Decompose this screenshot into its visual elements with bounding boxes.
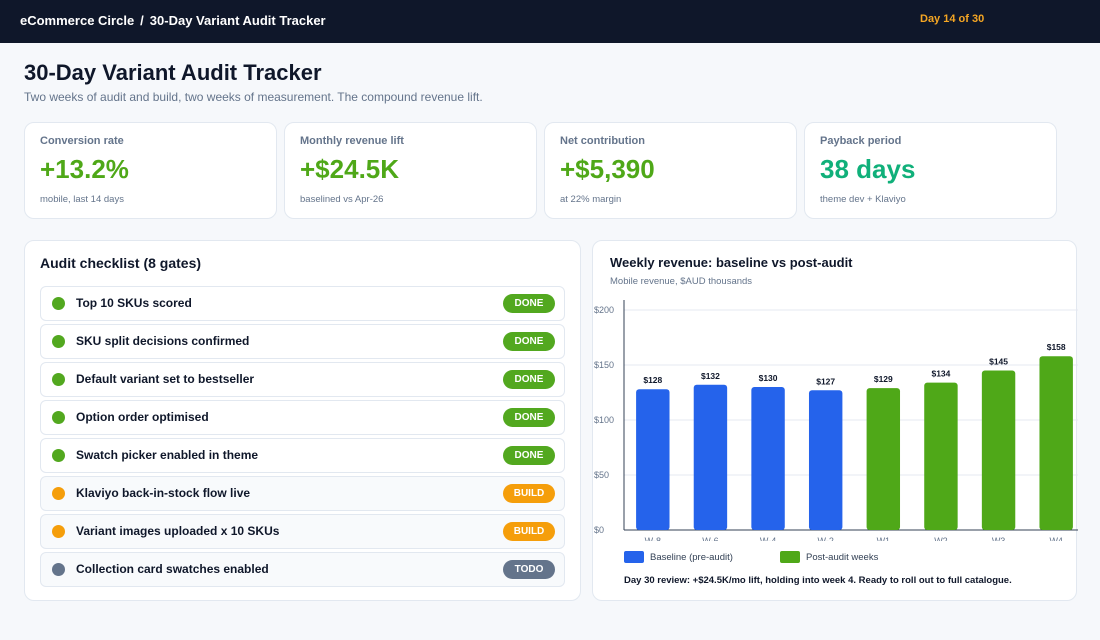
bar-value-label: $134 xyxy=(931,369,950,379)
checklist-item[interactable]: Option order optimised DONE xyxy=(40,400,565,435)
status-dot-icon xyxy=(52,411,65,424)
status-dot-icon xyxy=(52,373,65,386)
bar-value-label: $145 xyxy=(989,357,1008,367)
legend-swatch xyxy=(624,551,644,563)
kpi-label: Net contribution xyxy=(560,135,645,147)
status-badge: DONE xyxy=(503,370,555,389)
bar-value-label: $158 xyxy=(1047,342,1066,352)
kpi-note: at 22% margin xyxy=(560,194,622,205)
x-tick-label: W3 xyxy=(992,536,1006,541)
bar-value-label: $129 xyxy=(874,374,893,384)
status-dot-icon xyxy=(52,487,65,500)
checklist-item-label: Top 10 SKUs scored xyxy=(76,296,192,310)
bar xyxy=(981,370,1016,530)
bar xyxy=(636,389,670,530)
breadcrumb-home-link[interactable]: eCommerce Circle xyxy=(20,13,135,28)
page-subtitle: Two weeks of audit and build, two weeks … xyxy=(24,90,483,104)
checklist-item-label: Klaviyo back-in-stock flow live xyxy=(76,486,251,500)
checklist-item[interactable]: Collection card swatches enabled TODO xyxy=(40,552,565,587)
status-badge: DONE xyxy=(503,332,555,351)
kpi-note: baselined vs Apr-26 xyxy=(300,194,384,205)
status-badge: DONE xyxy=(503,446,555,465)
bar-value-label: $132 xyxy=(701,371,720,381)
kpi-value: 38 days xyxy=(820,154,916,184)
bar-value-label: $128 xyxy=(643,375,662,385)
status-dot-icon xyxy=(52,297,65,310)
bar-value-label: $130 xyxy=(759,373,778,383)
bar xyxy=(866,388,901,530)
x-tick-label: W-2 xyxy=(818,536,834,541)
bar xyxy=(808,390,843,530)
x-tick-label: W2 xyxy=(934,536,948,541)
kpi-label: Payback period xyxy=(820,135,902,147)
status-dot-icon xyxy=(52,563,65,576)
kpi-label: Conversion rate xyxy=(40,135,124,147)
x-tick-label: W-4 xyxy=(760,536,776,541)
checklist-item-label: Option order optimised xyxy=(76,410,209,424)
x-tick-label: W-6 xyxy=(702,536,718,541)
checklist-item[interactable]: SKU split decisions confirmed DONE xyxy=(40,324,565,359)
kpi-value: +13.2% xyxy=(40,154,129,184)
checklist-item[interactable]: Variant images uploaded x 10 SKUs BUILD xyxy=(40,514,565,549)
status-badge: DONE xyxy=(503,408,555,427)
checklist-item[interactable]: Klaviyo back-in-stock flow live BUILD xyxy=(40,476,565,511)
revenue-bar-chart: $0 $50 $100 $150 $200 $128 W-8 $132 W-6 $130 W-4 $1… xyxy=(594,300,1078,541)
kpi-card-monthly-revenue-lift: Monthly revenue lift +$24.5K baselined v… xyxy=(284,122,537,219)
kpi-label: Monthly revenue lift xyxy=(300,135,404,147)
page-title: 30-Day Variant Audit Tracker xyxy=(24,60,322,85)
legend-label: Post-audit weeks xyxy=(806,552,879,563)
day-indicator: Day 14 of 30 xyxy=(920,13,985,25)
checklist-item[interactable]: Default variant set to bestseller DONE xyxy=(40,362,565,397)
status-dot-icon xyxy=(52,335,65,348)
kpi-value: +$5,390 xyxy=(560,154,655,184)
checklist-item-label: Swatch picker enabled in theme xyxy=(76,448,259,462)
x-tick-label: W-8 xyxy=(645,536,661,541)
breadcrumb-separator: / xyxy=(140,13,144,28)
y-tick-label: $0 xyxy=(594,525,604,535)
status-badge: BUILD xyxy=(503,522,555,541)
weekly-revenue-chart-panel: Weekly revenue: baseline vs post-audit M… xyxy=(592,240,1078,601)
legend-swatch xyxy=(780,551,800,563)
bar xyxy=(924,382,958,530)
audit-checklist-panel: Audit checklist (8 gates) Top 10 SKUs sc… xyxy=(24,240,581,601)
breadcrumb-current: 30-Day Variant Audit Tracker xyxy=(149,13,326,28)
y-tick-label: $200 xyxy=(594,305,614,315)
bar xyxy=(1039,356,1073,530)
status-dot-icon xyxy=(52,449,65,462)
checklist-item-label: Variant images uploaded x 10 SKUs xyxy=(76,524,280,538)
bar-value-label: $127 xyxy=(816,376,835,386)
kpi-value: +$24.5K xyxy=(300,154,400,184)
bar xyxy=(693,384,728,530)
checklist-item-label: Default variant set to bestseller xyxy=(76,372,255,386)
status-badge: TODO xyxy=(503,560,555,579)
checklist-item-label: SKU split decisions confirmed xyxy=(76,334,250,348)
y-tick-label: $150 xyxy=(594,360,614,370)
status-badge: DONE xyxy=(503,294,555,313)
x-tick-label: W4 xyxy=(1049,536,1063,541)
chart-subtitle: Mobile revenue, $AUD thousands xyxy=(610,276,753,287)
chart-note: Day 30 review: +$24.5K/mo lift, holding … xyxy=(624,575,1012,586)
checklist-title: Audit checklist (8 gates) xyxy=(40,255,202,271)
checklist-item-label: Collection card swatches enabled xyxy=(76,562,269,576)
chart-title: Weekly revenue: baseline vs post-audit xyxy=(610,255,853,270)
kpi-note: theme dev + Klaviyo xyxy=(820,194,906,205)
kpi-card-payback-period: Payback period 38 days theme dev + Klavi… xyxy=(804,122,1057,219)
checklist-item[interactable]: Top 10 SKUs scored DONE xyxy=(40,286,565,321)
status-dot-icon xyxy=(52,525,65,538)
kpi-note: mobile, last 14 days xyxy=(40,194,124,205)
y-tick-label: $50 xyxy=(594,470,609,480)
checklist: Top 10 SKUs scored DONE SKU split decisio… xyxy=(40,286,565,590)
top-bar: eCommerce Circle / 30-Day Variant Audit Tr… xyxy=(0,0,1100,43)
breadcrumb: eCommerce Circle / 30-Day Variant Audit Tr… xyxy=(20,13,326,28)
x-tick-label: W1 xyxy=(877,536,891,541)
kpi-card-conversion-rate: Conversion rate +13.2% mobile, last 14 d… xyxy=(24,122,277,219)
y-tick-label: $100 xyxy=(594,415,614,425)
bar xyxy=(751,387,785,530)
checklist-item[interactable]: Swatch picker enabled in theme DONE xyxy=(40,438,565,473)
legend-label: Baseline (pre-audit) xyxy=(650,552,733,563)
kpi-card-net-contribution: Net contribution +$5,390 at 22% margin xyxy=(544,122,797,219)
status-badge: BUILD xyxy=(503,484,555,503)
